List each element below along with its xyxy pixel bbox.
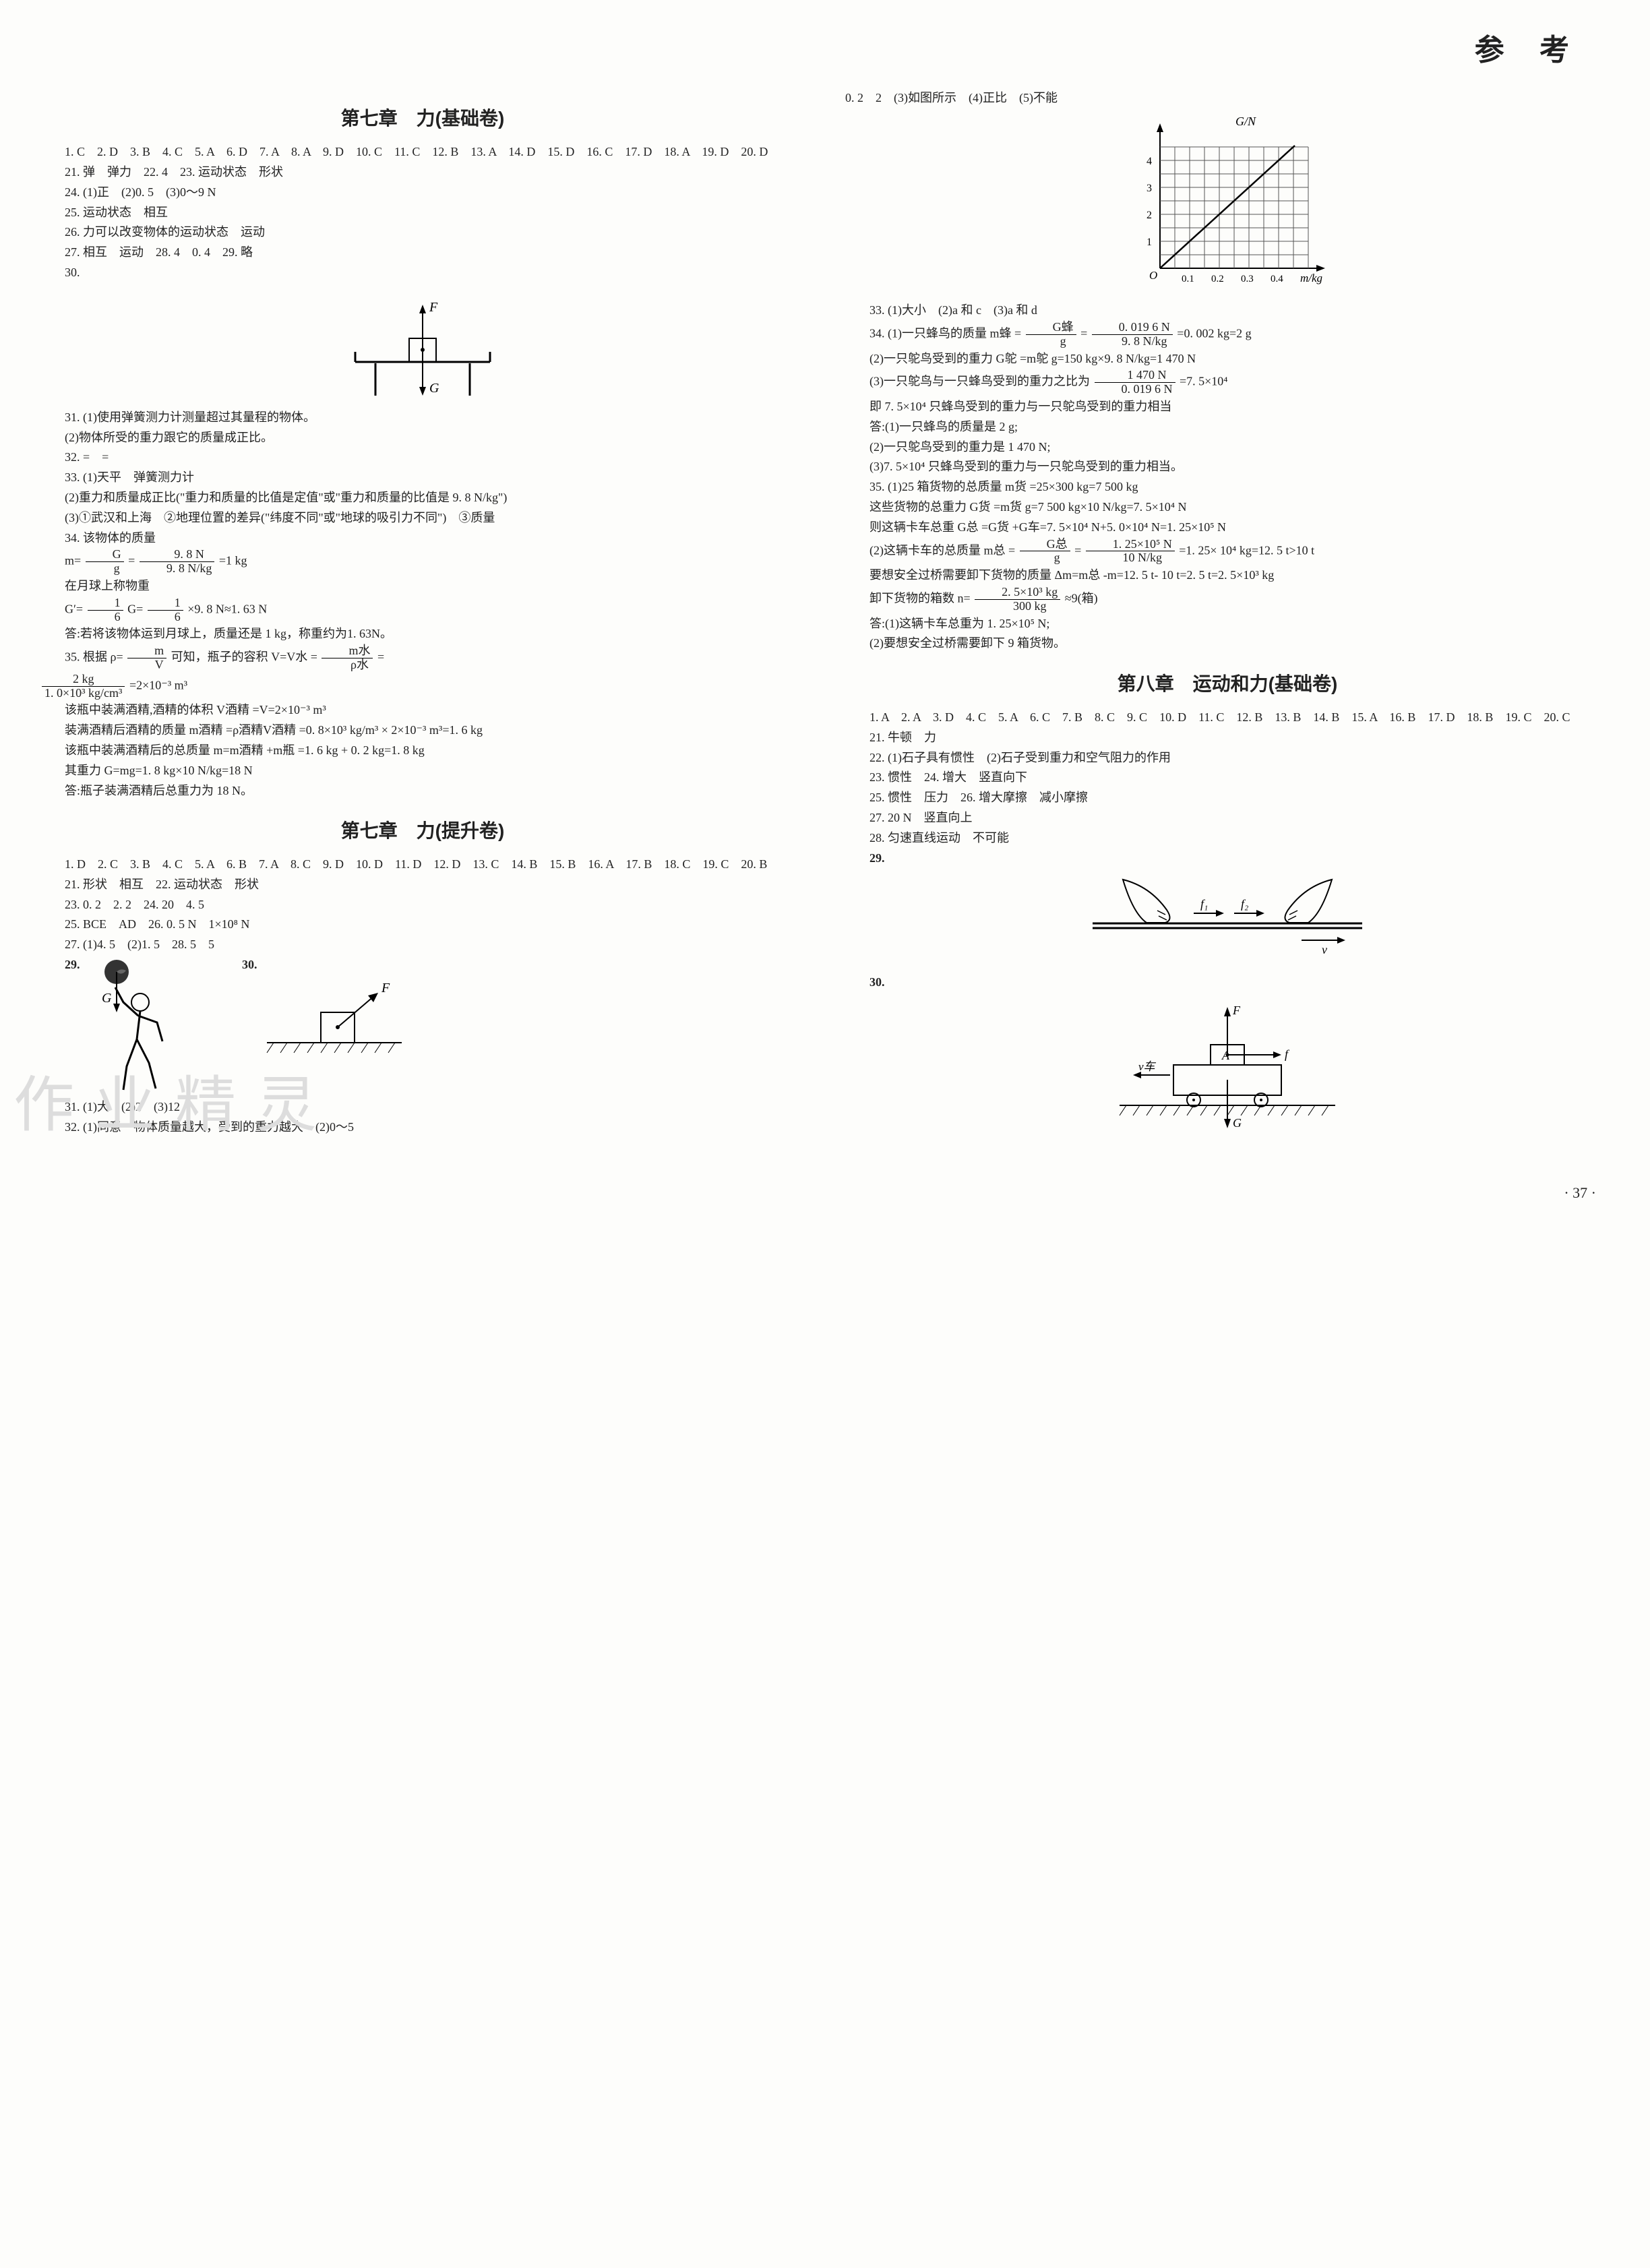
figure-ch8-30: A F f G v车 (1113, 998, 1342, 1132)
chart-GN-mkg: G/N 1 2 3 4 0.1 0.2 (1120, 113, 1335, 295)
label-F: F (429, 300, 438, 315)
q29-30-row: 29. G 30. (40, 955, 805, 1097)
q31a: 31. (1)使用弹簧测力计测量超过其量程的物体。 (40, 408, 805, 427)
q35c: 该瓶中装满酒精,酒精的体积 V酒精 =V=2×10⁻³ m³ (40, 700, 805, 720)
fill-24: 24. (1)正 (2)0. 5 (3)0～9 N (40, 183, 805, 202)
adv-q34c: (3)一只鸵鸟与一只蜂鸟受到的重力之比为 1 470 N0. 019 6 N =… (845, 369, 1610, 396)
q35f: 其重力 G=mg=1. 8 kg×10 N/kg=18 N (40, 761, 805, 780)
q35d: 装满酒精后酒精的质量 m酒精 =ρ酒精V酒精 =0. 8×10³ kg/m³ ×… (40, 721, 805, 740)
adv-q35a: 35. (1)25 箱货物的总质量 m货 =25×300 kg=7 500 kg (845, 477, 1610, 497)
svg-text:0.3: 0.3 (1241, 274, 1254, 284)
fill-21: 21. 弹 弹力 22. 4 23. 运动状态 形状 (40, 162, 805, 182)
section-title-ch7-adv: 第七章 力(提升卷) (40, 816, 805, 847)
ch8-q29: 29. (845, 849, 1610, 868)
q33a: 33. (1)天平 弹簧测力计 (40, 468, 805, 487)
q34a: 34. 该物体的质量 (40, 528, 805, 548)
q35g: 答:瓶子装满酒精后总重力为 18 N。 (40, 781, 805, 801)
svg-text:G: G (1233, 1116, 1242, 1130)
adv-q35d: (2)这辆卡车的总质量 m总 = G总g = 1. 25×10⁵ N10 N/k… (845, 538, 1610, 565)
adv-q32a: 32. (1)同意 物体质量越大，受到的重力越大 (2)0～5 (40, 1117, 805, 1137)
svg-text:1: 1 (1147, 237, 1152, 248)
adv-fill-25: 25. BCE AD 26. 0. 5 N 1×10⁸ N (40, 915, 805, 934)
adv-q35f: 卸下货物的箱数 n= 2. 5×10³ kg300 kg ≈9(箱) (845, 586, 1610, 613)
adv-q35h: (2)要想安全过桥需要卸下 9 箱货物。 (845, 634, 1610, 653)
svg-text:F: F (381, 981, 390, 995)
svg-text:f₂: f₂ (1241, 897, 1248, 911)
svg-text:2: 2 (1147, 210, 1152, 221)
svg-text:F: F (1232, 1004, 1241, 1017)
adv-q34a: 34. (1)一只蜂鸟的质量 m蜂 = G蜂g = 0. 019 6 N9. 8… (845, 321, 1610, 348)
ch8-f27: 27. 20 N 竖直向上 (845, 808, 1610, 828)
svg-text:4: 4 (1147, 156, 1152, 167)
figure-30-force-diagram: F G (335, 288, 510, 402)
svg-text:0.4: 0.4 (1271, 274, 1283, 284)
q34e: 答:若将该物体运到月球上，质量还是 1 kg，称重约为1. 63N。 (40, 624, 805, 644)
fill-25: 25. 运动状态 相互 (40, 203, 805, 222)
q33c: (3)①武汉和上海 ②地理位置的差异("纬度不同"或"地球的吸引力不同") ③质… (40, 508, 805, 528)
adv-q34g: (3)7. 5×10⁴ 只蜂鸟受到的重力与一只鸵鸟受到的重力相当。 (845, 457, 1610, 477)
svg-text:3: 3 (1147, 183, 1152, 194)
adv-q33: 33. (1)大小 (2)a 和 c (3)a 和 d (845, 301, 1610, 320)
q34b: m= Gg = 9. 8 N9. 8 N/kg =1 kg (40, 548, 805, 576)
q33b: (2)重力和质量成正比("重力和质量的比值是定值"或"重力和质量的比值是 9. … (40, 488, 805, 508)
section-title-ch7-basic: 第七章 力(基础卷) (40, 104, 805, 134)
adv-q31: 31. (1)大 (2)2 (3)12 (40, 1097, 805, 1117)
ch8-f23: 23. 惯性 24. 增大 竖直向下 (845, 768, 1610, 787)
svg-text:f: f (1285, 1047, 1290, 1061)
ch8-f21: 21. 牛顿 力 (845, 728, 1610, 747)
q34c: 在月球上称物重 (40, 576, 805, 596)
svg-text:0.2: 0.2 (1211, 274, 1224, 284)
section-title-ch8-basic: 第八章 运动和力(基础卷) (845, 669, 1610, 700)
adv-mc: 1. D 2. C 3. B 4. C 5. A 6. B 7. A 8. C … (40, 855, 805, 874)
page-header: 参 考 (40, 27, 1610, 74)
q34d: G′= 16 G= 16 ×9. 8 N≈1. 63 N (40, 596, 805, 624)
ch8-mc: 1. A 2. A 3. D 4. C 5. A 6. C 7. B 8. C … (845, 708, 1610, 727)
adv-q34e: 答:(1)一只蜂鸟的质量是 2 g; (845, 417, 1610, 437)
mc-answers: 1. C 2. D 3. B 4. C 5. A 6. D 7. A 8. A … (40, 142, 805, 162)
svg-text:v: v (1322, 943, 1327, 956)
adv-fill-23: 23. 0. 2 2. 2 24. 20 4. 5 (40, 895, 805, 915)
left-column: 第七章 力(基础卷) 1. C 2. D 3. B 4. C 5. A 6. D… (40, 88, 805, 1153)
page-number: · 37 · (40, 1181, 1610, 1204)
svg-text:f₁: f₁ (1200, 897, 1208, 911)
q32: 32. = = (40, 448, 805, 467)
svg-text:v车: v车 (1138, 1060, 1157, 1073)
ch8-f28: 28. 匀速直线运动 不可能 (845, 828, 1610, 848)
svg-text:0.1: 0.1 (1182, 274, 1194, 284)
adv-q35e: 要想安全过桥需要卸下货物的质量 Δm=m总 -m=12. 5 t- 10 t=2… (845, 565, 1610, 585)
adv-q34d: 即 7. 5×10⁴ 只蜂鸟受到的重力与一只鸵鸟受到的重力相当 (845, 397, 1610, 417)
ch8-q30: 30. (845, 973, 1610, 992)
adv-fill-21: 21. 形状 相互 22. 运动状态 形状 (40, 875, 805, 894)
adv-q35b: 这些货物的总重力 G货 =m货 g=7 500 kg×10 N/kg=7. 5×… (845, 497, 1610, 517)
two-column-layout: 第七章 力(基础卷) 1. C 2. D 3. B 4. C 5. A 6. D… (40, 88, 1610, 1153)
q31b: (2)物体所受的重力跟它的质量成正比。 (40, 428, 805, 448)
q35a: 35. 根据 ρ= mV 可知，瓶子的容积 V=V水 = m水ρ水 = (40, 644, 805, 672)
adv-q34b: (2)一只鸵鸟受到的重力 G鸵 =m鸵 g=150 kg×9. 8 N/kg=1… (845, 349, 1610, 369)
svg-text:m/kg: m/kg (1300, 272, 1322, 284)
figure-ch8-29: f₁ f₂ v (1086, 873, 1369, 967)
ch8-f25: 25. 惯性 压力 26. 增大摩擦 减小摩擦 (845, 788, 1610, 807)
right-column: 0. 2 2 (3)如图所示 (4)正比 (5)不能 G/N 1 (845, 88, 1610, 1153)
adv-q34f: (2)一只鸵鸟受到的重力是 1 470 N; (845, 437, 1610, 457)
figure-adv-30: F (260, 955, 408, 1063)
adv-q35c: 则这辆卡车总重 G总 =G货 +G车=7. 5×10⁴ N+5. 0×10⁴ N… (845, 518, 1610, 537)
adv-fill-27: 27. (1)4. 5 (2)1. 5 28. 5 5 (40, 935, 805, 954)
ch8-f22: 22. (1)石子具有惯性 (2)石子受到重力和空气阻力的作用 (845, 748, 1610, 768)
q35e: 该瓶中装满酒精后的总质量 m=m酒精 +m瓶 =1. 6 kg + 0. 2 k… (40, 741, 805, 760)
figure-adv-29: G (83, 955, 191, 1097)
svg-text:G/N: G/N (1235, 115, 1256, 128)
fill-30: 30. (40, 263, 805, 282)
label-G: G (429, 381, 439, 396)
svg-text:O: O (1149, 269, 1157, 282)
fill-27: 27. 相互 运动 28. 4 0. 4 29. 略 (40, 243, 805, 262)
svg-text:G: G (102, 991, 112, 1006)
fill-26: 26. 力可以改变物体的运动状态 运动 (40, 222, 805, 242)
adv-q32b: 0. 2 2 (3)如图所示 (4)正比 (5)不能 (845, 88, 1610, 108)
adv-q35g: 答:(1)这辆卡车总重为 1. 25×10⁵ N; (845, 614, 1610, 634)
q35b: 2 kg1. 0×10³ kg/cm³ =2×10⁻³ m³ (40, 673, 805, 700)
